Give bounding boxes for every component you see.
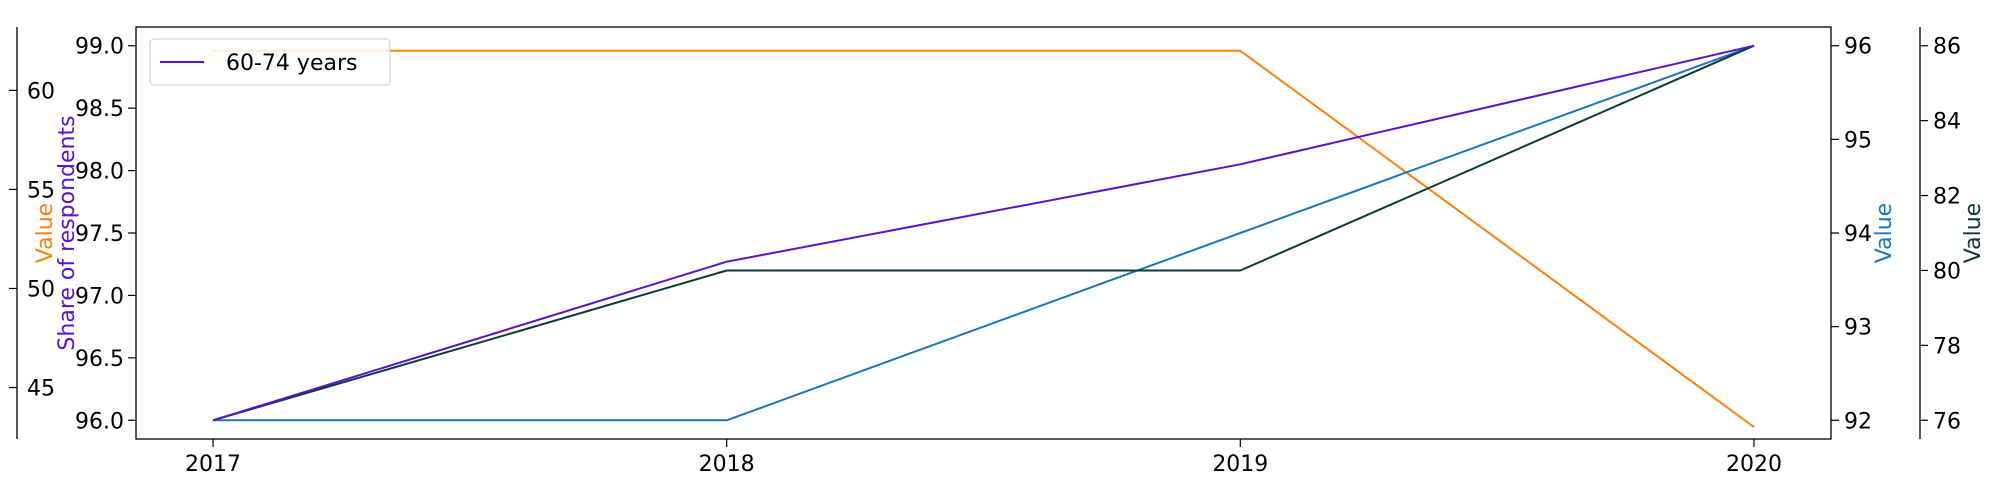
series-line-4	[212, 44, 1755, 422]
y-tick-label: 98.5	[75, 97, 124, 122]
y-tick-label: 78	[1933, 334, 1961, 359]
axis-label-inner-right: Value	[1872, 203, 1897, 263]
y-tick-label: 94	[1844, 222, 1872, 247]
plot-frame	[135, 26, 1832, 440]
x-tick-label: 2019	[1212, 452, 1268, 477]
y-tick-label: 96.0	[75, 409, 124, 434]
y-tick-label: 98.0	[75, 160, 124, 185]
series-line-1	[212, 44, 1755, 422]
axis-label-outer-right: Value	[1961, 203, 1986, 263]
series-line-2	[213, 49, 1755, 428]
x-tick-label: 2017	[185, 452, 241, 477]
y-tick-label: 76	[1933, 409, 1961, 434]
y-tick-label: 99.0	[75, 35, 124, 60]
y-tick-label: 82	[1933, 185, 1961, 210]
y-tick-label: 45	[27, 377, 55, 402]
y-tick-label: 84	[1933, 110, 1961, 135]
y-tick-label: 92	[1844, 409, 1872, 434]
y-tick-label: 93	[1844, 316, 1872, 341]
y-tick-label: 80	[1933, 259, 1961, 284]
legend-box	[149, 38, 391, 86]
series-line-3	[213, 44, 1755, 422]
y-tick-label: 97.0	[75, 284, 124, 309]
y-tick-label: 97.5	[75, 222, 124, 247]
axis-label-outer-left: Value	[33, 203, 58, 263]
y-tick-label: 50	[27, 277, 55, 302]
y-tick-label: 96.5	[75, 347, 124, 372]
axis-label-primary-left: Share of respondents	[55, 115, 80, 350]
x-tick-label: 2020	[1726, 452, 1782, 477]
y-tick-label: 95	[1844, 128, 1872, 153]
y-tick-label: 55	[27, 178, 55, 203]
y-tick-label: 86	[1933, 35, 1961, 60]
legend-label: 60-74 years	[226, 51, 357, 76]
x-tick-label: 2018	[699, 452, 755, 477]
y-tick-label: 96	[1844, 35, 1872, 60]
y-tick-label: 60	[27, 79, 55, 104]
